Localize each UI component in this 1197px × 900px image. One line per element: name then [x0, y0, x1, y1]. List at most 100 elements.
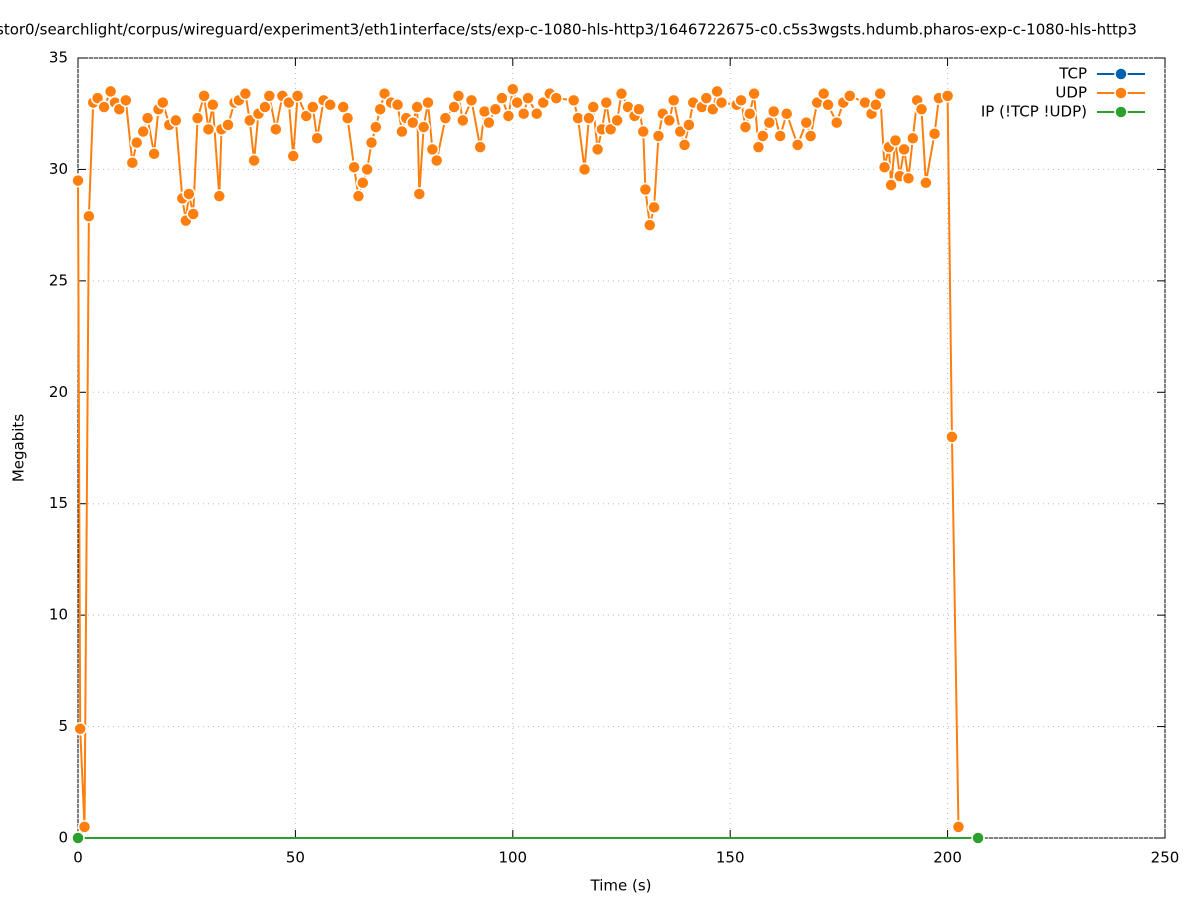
- point: [197, 89, 211, 103]
- y-tick-label: 0: [58, 829, 68, 847]
- point: [677, 138, 692, 152]
- point: [610, 113, 624, 128]
- point: [643, 218, 657, 232]
- point: [456, 113, 470, 128]
- point: [706, 102, 720, 117]
- point: [90, 91, 105, 105]
- point: [71, 831, 85, 845]
- point: [590, 142, 605, 157]
- point: [373, 102, 387, 117]
- point: [566, 93, 581, 108]
- point: [351, 189, 366, 203]
- x-tick-label: 200: [933, 849, 962, 867]
- point: [477, 104, 492, 119]
- point: [951, 820, 966, 834]
- point: [71, 173, 85, 188]
- point: [699, 91, 714, 105]
- y-tick-label: 10: [49, 606, 68, 624]
- point: [829, 115, 844, 130]
- legend-label: IP (!TCP !UDP): [981, 103, 1087, 121]
- point: [129, 135, 144, 150]
- point: [521, 91, 535, 105]
- point: [536, 95, 550, 110]
- point: [529, 106, 544, 121]
- point: [390, 98, 405, 112]
- point: [103, 84, 118, 99]
- point: [743, 106, 757, 121]
- point: [766, 104, 781, 119]
- point: [282, 95, 296, 110]
- point: [82, 209, 96, 223]
- point: [638, 182, 653, 197]
- point: [897, 142, 911, 157]
- point: [647, 200, 661, 215]
- point: [632, 102, 646, 117]
- point: [356, 176, 370, 190]
- point: [464, 93, 479, 108]
- point: [221, 118, 235, 132]
- point: [662, 113, 677, 128]
- point: [762, 115, 777, 130]
- point: [238, 86, 253, 101]
- point: [506, 82, 520, 96]
- point: [803, 129, 818, 143]
- y-tick-label: 5: [58, 717, 68, 735]
- y-tick-label: 35: [49, 49, 68, 67]
- chart-title: stor0/searchlight/corpus/wireguard/exper…: [0, 21, 1137, 39]
- point: [212, 189, 227, 203]
- point: [747, 86, 761, 101]
- point: [914, 102, 929, 117]
- point: [884, 178, 898, 192]
- point: [473, 140, 487, 154]
- point: [340, 111, 355, 125]
- point: [714, 95, 729, 110]
- y-tick-label: 25: [49, 271, 68, 289]
- point: [682, 118, 696, 132]
- point: [858, 95, 872, 110]
- point: [756, 129, 770, 143]
- point: [360, 162, 374, 177]
- point: [269, 122, 283, 137]
- x-tick-label: 150: [716, 849, 745, 867]
- y-tick-label: 30: [49, 160, 68, 178]
- point: [651, 129, 666, 143]
- point: [901, 171, 916, 186]
- point: [140, 111, 155, 125]
- point: [447, 100, 461, 114]
- point: [582, 111, 596, 125]
- point: [119, 93, 133, 108]
- point: [773, 129, 787, 143]
- point: [673, 124, 687, 139]
- point: [347, 160, 361, 174]
- point: [586, 100, 600, 114]
- point: [112, 102, 127, 117]
- point: [186, 207, 200, 221]
- point: [495, 91, 509, 105]
- legend-marker: [1114, 67, 1128, 81]
- point: [734, 93, 748, 108]
- point: [262, 89, 277, 103]
- point: [516, 106, 531, 121]
- point: [873, 86, 887, 101]
- point: [843, 89, 857, 103]
- point: [816, 86, 831, 101]
- point: [482, 115, 496, 130]
- point: [169, 113, 183, 128]
- point: [614, 86, 629, 101]
- point: [73, 722, 87, 736]
- point: [395, 124, 409, 139]
- point: [790, 138, 805, 152]
- x-tick-label: 50: [286, 849, 305, 867]
- point: [906, 131, 920, 145]
- point: [201, 122, 216, 137]
- point: [429, 153, 444, 168]
- point: [945, 430, 959, 444]
- point: [919, 176, 933, 190]
- point: [821, 98, 835, 112]
- point: [710, 84, 724, 99]
- y-axis-label: Megabits: [10, 414, 28, 482]
- point: [377, 86, 392, 101]
- point: [779, 106, 794, 121]
- plot-frame: [77, 57, 1166, 839]
